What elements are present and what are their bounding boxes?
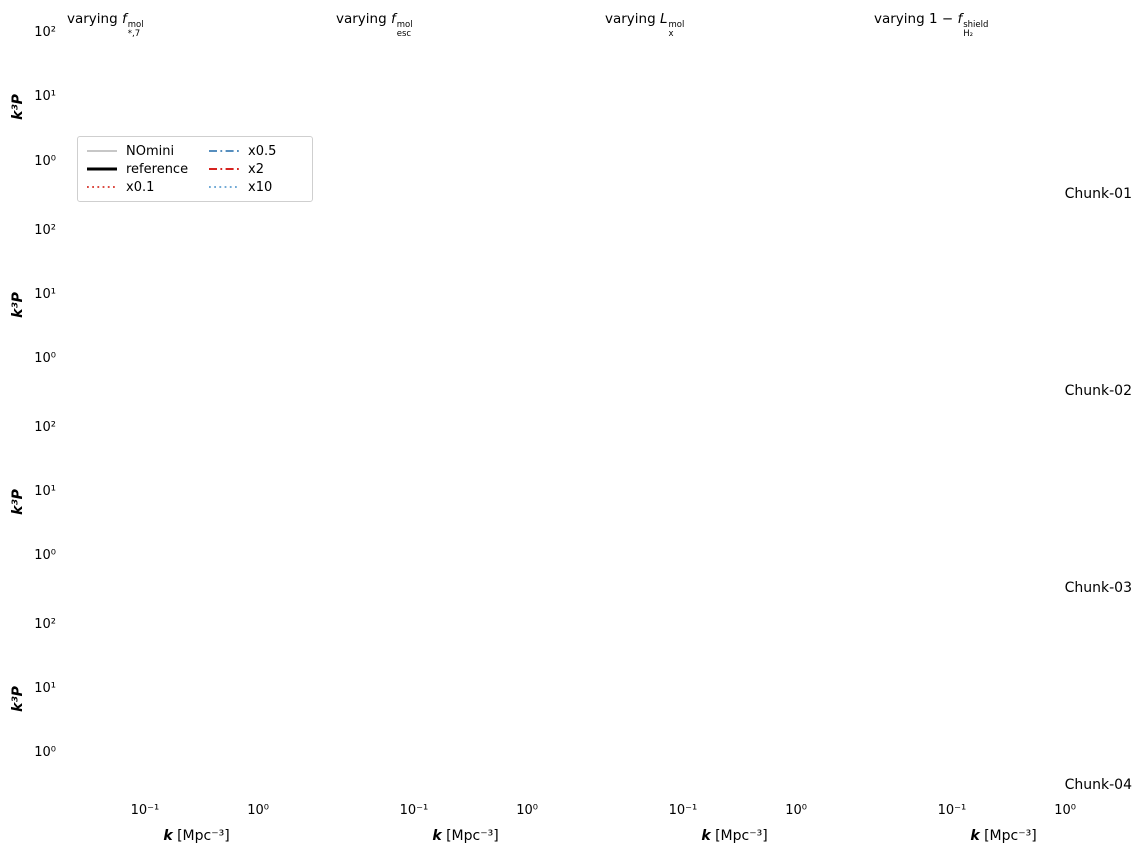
title-subscript: *,7	[127, 28, 141, 39]
x-axis-units: [Mpc⁻³]	[979, 828, 1037, 844]
y-tick-label-row2-1: 10¹	[34, 287, 56, 303]
panel-title-col4: varying 1 − f shield H₂	[874, 11, 988, 39]
x-tick-label-col1-0: 10⁻¹	[130, 803, 160, 818]
x-tick-label-col2-1: 10⁰	[516, 803, 539, 818]
y-tick-label-row4-1: 10¹	[34, 681, 56, 697]
y-axis-label-row4: k³P	[10, 685, 26, 712]
y-tick-label-row1-1: 10¹	[34, 89, 56, 105]
x-tick-label-col2-0: 10⁻¹	[399, 803, 429, 818]
x-tick-label-col3-0: 10⁻¹	[668, 803, 698, 818]
legend-item-x2: x2	[208, 160, 304, 178]
title-prefix: varying	[67, 11, 122, 27]
title-superscript: mol	[668, 19, 685, 30]
y-tick-label-row1-0: 10⁰	[34, 153, 56, 169]
panel-title-col1: varying f mol *,7	[67, 11, 144, 39]
x-tick-label-col3-1: 10⁰	[785, 803, 808, 818]
legend-label: x2	[248, 161, 264, 177]
legend-item-x0.5: x0.5	[208, 142, 304, 160]
x-tick-label-col4-0: 10⁻¹	[937, 803, 967, 818]
x-axis-units: [Mpc⁻³]	[710, 828, 768, 844]
title-supsub: mol esc	[396, 19, 413, 39]
legend-line-sample-x0.1	[87, 186, 117, 188]
legend-label: NOmini	[126, 143, 175, 159]
legend-label: x0.5	[248, 143, 277, 159]
title-prefix: varying	[336, 11, 391, 27]
x-axis-label-col1: k [Mpc⁻³]	[137, 828, 257, 844]
legend-label: x10	[248, 179, 273, 195]
x-axis-label-col3: k [Mpc⁻³]	[675, 828, 795, 844]
legend-line-sample-x0.5	[209, 150, 239, 152]
y-axis-label-row3: k³P	[10, 488, 26, 515]
row-label-Chunk-01: Chunk-01	[1064, 186, 1132, 202]
legend-item-x0.1: x0.1	[86, 178, 208, 196]
x-axis-label-col4: k [Mpc⁻³]	[944, 828, 1064, 844]
row-label-Chunk-03: Chunk-03	[1064, 580, 1132, 596]
row-label-Chunk-02: Chunk-02	[1064, 383, 1132, 399]
y-tick-label-row4-0: 10⁰	[34, 745, 56, 761]
x-axis-units: [Mpc⁻³]	[172, 828, 230, 844]
y-axis-label-row1: k³P	[10, 93, 26, 120]
title-symbol: f	[957, 11, 963, 27]
y-axis-label-row2: k³P	[10, 291, 26, 318]
y-tick-label-row2-0: 10⁰	[34, 351, 56, 367]
y-tick-label-row2-2: 10²	[34, 223, 56, 239]
y-tick-label-row3-0: 10⁰	[34, 548, 56, 564]
title-prefix: varying 1 −	[874, 11, 958, 27]
x-tick-label-col1-1: 10⁰	[247, 803, 270, 818]
legend-label: reference	[126, 161, 189, 177]
title-symbol: L	[659, 11, 668, 27]
legend-line-sample-x10	[209, 186, 239, 188]
panel-title-col2: varying f mol esc	[336, 11, 413, 39]
legend-label: x0.1	[126, 179, 155, 195]
legend-item-x10: x10	[208, 178, 304, 196]
legend: NOmini reference x0.1 x0.5 x2 x10	[77, 136, 313, 202]
title-symbol: f	[390, 11, 396, 27]
title-supsub: mol x	[668, 19, 685, 39]
legend-item-reference: reference	[86, 160, 208, 178]
y-tick-label-row4-2: 10²	[34, 617, 56, 633]
legend-line-sample-x2	[209, 168, 239, 170]
legend-line-sample-reference	[87, 167, 117, 171]
x-tick-label-col4-1: 10⁰	[1054, 803, 1077, 818]
title-superscript: mol	[396, 19, 413, 30]
title-supsub: mol *,7	[127, 19, 144, 39]
y-tick-label-row1-2: 10²	[34, 24, 56, 40]
x-axis-units: [Mpc⁻³]	[441, 828, 499, 844]
x-axis-label-col2: k [Mpc⁻³]	[406, 828, 526, 844]
legend-item-NOmini: NOmini	[86, 142, 208, 160]
x-axis-var: k	[701, 828, 711, 844]
title-superscript: mol	[127, 19, 144, 30]
title-subscript: x	[668, 28, 674, 39]
title-supsub: shield H₂	[963, 19, 989, 39]
title-subscript: esc	[396, 28, 412, 39]
legend-line-sample-NOmini	[87, 150, 117, 152]
x-axis-var: k	[163, 828, 173, 844]
row-label-Chunk-04: Chunk-04	[1064, 777, 1132, 793]
title-symbol: f	[121, 11, 127, 27]
y-tick-label-row3-1: 10¹	[34, 484, 56, 500]
title-prefix: varying	[605, 11, 660, 27]
title-superscript: shield	[963, 19, 989, 30]
y-tick-label-row3-2: 10²	[34, 420, 56, 436]
x-axis-var: k	[432, 828, 442, 844]
title-subscript: H₂	[963, 28, 974, 39]
x-axis-var: k	[970, 828, 980, 844]
